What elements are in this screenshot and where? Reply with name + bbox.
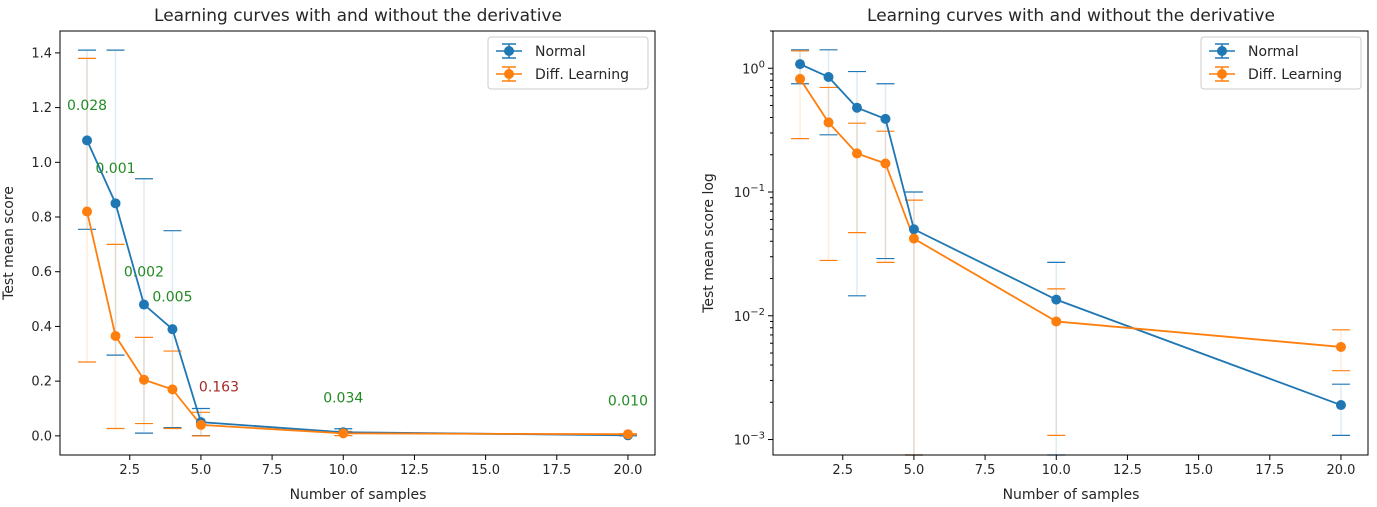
series-line-normal (799, 63, 1342, 406)
p-value-annotation: 0.010 (608, 393, 648, 409)
data-point-normal (138, 299, 149, 310)
p-value-annotation: 0.034 (323, 391, 363, 407)
x-tick-label: 15.0 (471, 463, 500, 478)
data-point-normal (167, 324, 178, 335)
chart-title: Learning curves with and without the der… (867, 6, 1275, 26)
y-tick-label: 10−1 (734, 183, 765, 201)
y-tick-label: 1.0 (31, 156, 52, 171)
x-tick-label: 12.5 (1113, 463, 1142, 478)
x-tick-label: 17.5 (542, 463, 571, 478)
data-point-normal (851, 102, 862, 113)
data-point-normal (1051, 294, 1062, 305)
p-value-annotation: 0.002 (124, 265, 164, 281)
data-point-diff (1051, 316, 1062, 327)
data-point-diff (82, 206, 93, 217)
y-tick-label: 10−3 (734, 431, 765, 449)
legend-label-normal: Normal (535, 44, 586, 60)
data-point-normal (795, 59, 806, 70)
x-tick-label: 5.0 (191, 463, 212, 478)
y-tick-label: 0.2 (31, 375, 52, 390)
legend-label-diff: Diff. Learning (1248, 67, 1342, 83)
y-tick-label: 10−2 (734, 307, 765, 325)
legend: Normal Diff. Learning (1200, 36, 1362, 90)
x-axis-label: Number of samples (290, 487, 427, 503)
x-tick-label: 7.5 (262, 463, 283, 478)
data-point-diff (138, 374, 149, 385)
x-tick-label: 5.0 (904, 463, 925, 478)
legend-entry-diff: Diff. Learning (496, 66, 629, 83)
data-point-diff (195, 419, 206, 430)
data-point-diff (622, 429, 633, 440)
data-point-diff (908, 233, 919, 244)
y-tick-label: 0.8 (31, 211, 52, 226)
plot-area-frame (772, 30, 1369, 456)
data-point-normal (1335, 400, 1346, 411)
legend-entry-normal: Normal (1209, 43, 1299, 60)
data-point-normal (908, 224, 919, 235)
y-tick-label: 0.0 (31, 429, 52, 444)
plot-area-frame (59, 30, 656, 456)
data-point-diff (338, 428, 349, 439)
x-tick-label: 10.0 (329, 463, 358, 478)
y-tick-label: 0.4 (31, 320, 52, 335)
x-tick-label: 10.0 (1042, 463, 1071, 478)
p-value-annotation: 0.028 (67, 98, 107, 114)
y-tick-label: 0.6 (31, 265, 52, 280)
x-tick-label: 17.5 (1255, 463, 1284, 478)
data-point-diff (795, 73, 806, 84)
x-tick-label: 12.5 (400, 463, 429, 478)
x-tick-label: 2.5 (119, 463, 140, 478)
data-point-normal (110, 198, 121, 209)
data-point-diff (1335, 341, 1346, 352)
chart-title: Learning curves with and without the der… (154, 6, 562, 26)
data-point-normal (823, 71, 834, 82)
legend-label-normal: Normal (1248, 44, 1299, 60)
x-tick-label: 20.0 (613, 463, 642, 478)
chart-linear: Learning curves with and without the der… (1, 6, 656, 503)
legend: Normal Diff. Learning (487, 36, 649, 90)
p-value-annotation: 0.163 (199, 380, 239, 396)
legend-entry-normal: Normal (496, 43, 586, 60)
chart-log: Learning curves with and without the der… (701, 6, 1369, 503)
x-tick-label: 2.5 (832, 463, 853, 478)
data-point-diff (110, 331, 121, 342)
data-point-diff (167, 384, 178, 395)
data-point-diff (880, 158, 891, 169)
y-axis-label: Test mean score (1, 186, 17, 301)
y-axis-label: Test mean score log (701, 173, 717, 314)
data-point-diff (823, 117, 834, 128)
p-value-annotation: 0.001 (95, 161, 135, 177)
data-point-diff (851, 148, 862, 159)
y-tick-label: 1.4 (31, 46, 52, 61)
x-tick-label: 7.5 (975, 463, 996, 478)
x-tick-label: 15.0 (1184, 463, 1213, 478)
y-tick-label: 100 (742, 59, 765, 77)
x-axis-label: Number of samples (1003, 487, 1140, 503)
p-value-annotation: 0.005 (152, 289, 192, 305)
x-tick-label: 20.0 (1326, 463, 1355, 478)
y-tick-label: 1.2 (31, 101, 52, 116)
data-point-normal (82, 135, 93, 146)
data-point-normal (880, 113, 891, 124)
legend-label-diff: Diff. Learning (535, 67, 629, 83)
legend-entry-diff: Diff. Learning (1209, 66, 1342, 83)
